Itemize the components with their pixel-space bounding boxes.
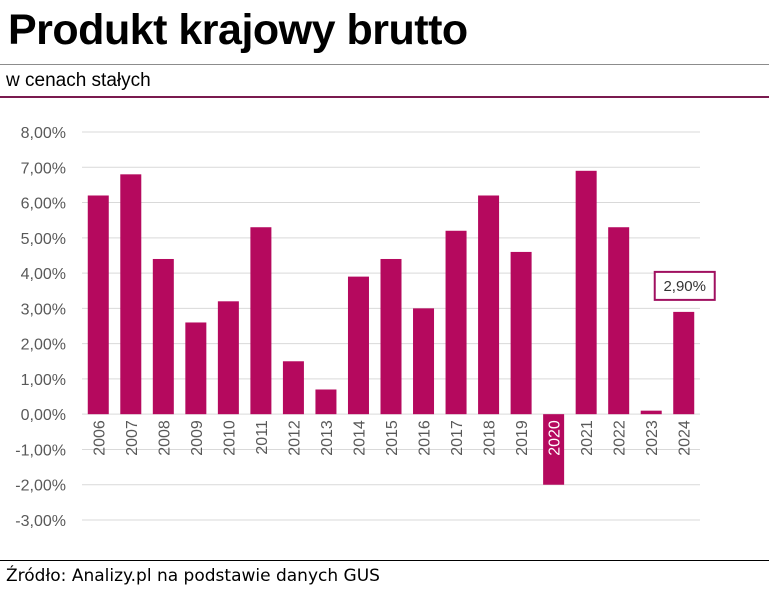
x-tick-label: 2007 (124, 420, 141, 456)
bars (87, 170, 695, 485)
x-tick-label: 2019 (514, 420, 531, 456)
bar-2023 (640, 410, 662, 415)
y-axis-ticks: 8,00% 7,00% 6,00% 5,00% 4,00% 3,00% 2,00% 1,00%… (15, 125, 66, 530)
gdp-bar-chart: 8,00% 7,00% 6,00% 5,00% 4,00% 3,00% 2,00% 1,00%… (15, 125, 716, 530)
y-tick-label: -3,00% (15, 513, 66, 530)
y-tick-label: 6,00% (21, 196, 66, 213)
bar-2006 (87, 195, 109, 415)
subtitle-divider (0, 96, 769, 98)
annotations: 2,90% (653, 270, 716, 301)
footer-divider (0, 560, 769, 561)
x-tick-label: 2021 (579, 420, 596, 456)
bar-2010 (217, 301, 239, 415)
x-tick-label: 2006 (91, 420, 108, 456)
bar-2020 (543, 414, 565, 485)
bar-2014 (347, 276, 369, 415)
x-tick-label: 2024 (677, 420, 694, 456)
callout-box (653, 270, 716, 301)
x-tick-label: 2014 (351, 420, 368, 456)
x-tick-label: 2015 (384, 420, 401, 456)
bar-2019 (510, 251, 532, 415)
x-tick-label: 2011 (254, 420, 271, 455)
y-tick-label: 2,00% (21, 337, 66, 354)
page-subtitle: w cenach stałych (6, 70, 151, 91)
x-tick-label: 2008 (156, 420, 173, 456)
bar-2022 (608, 227, 630, 415)
x-tick-label: 2022 (612, 420, 629, 456)
y-tick-label: 8,00% (21, 125, 66, 142)
data-label-callout: 2,90% (653, 270, 716, 301)
bar-2013 (315, 389, 337, 415)
y-tick-label: 7,00% (21, 160, 66, 177)
x-tick-label: 2012 (286, 420, 303, 456)
y-tick-label: 0,00% (21, 407, 66, 424)
x-tick-label: 2010 (221, 420, 238, 456)
bar-2021 (575, 170, 597, 415)
data-label: 2,90% (663, 278, 706, 295)
bar-2009 (185, 322, 207, 415)
bar-2007 (120, 174, 142, 415)
bar-2016 (413, 308, 435, 415)
bar-2015 (380, 258, 402, 415)
page-title: Produkt krajowy brutto (8, 6, 468, 54)
x-tick-label: 2018 (482, 420, 499, 456)
x-axis-ticks: 2006 2007 2008 2009 2010 2011 2012 2013 2014 2015… (91, 420, 693, 456)
x-tick-label: 2013 (319, 420, 336, 456)
bar-2012 (282, 361, 304, 415)
x-tick-label: 2023 (644, 420, 661, 456)
y-tick-label: 3,00% (21, 301, 66, 318)
y-tick-label: -1,00% (15, 442, 66, 459)
bar-2008 (152, 258, 174, 415)
bar-2017 (445, 230, 467, 415)
source-note: Źródło: Analizy.pl na podstawie danych G… (6, 566, 380, 586)
x-tick-label: 2016 (417, 420, 434, 456)
bar-2011 (250, 227, 272, 415)
x-tick-label: 2009 (189, 420, 206, 456)
x-tick-label: 2020 (547, 420, 564, 456)
y-tick-label: 5,00% (21, 231, 66, 248)
x-tick-label: 2017 (449, 420, 466, 456)
y-tick-label: -2,00% (15, 478, 66, 495)
bar-2024 (673, 311, 695, 415)
bar-2018 (478, 195, 500, 415)
y-tick-label: 1,00% (21, 372, 66, 389)
y-tick-label: 4,00% (21, 266, 66, 283)
title-divider (0, 64, 769, 65)
